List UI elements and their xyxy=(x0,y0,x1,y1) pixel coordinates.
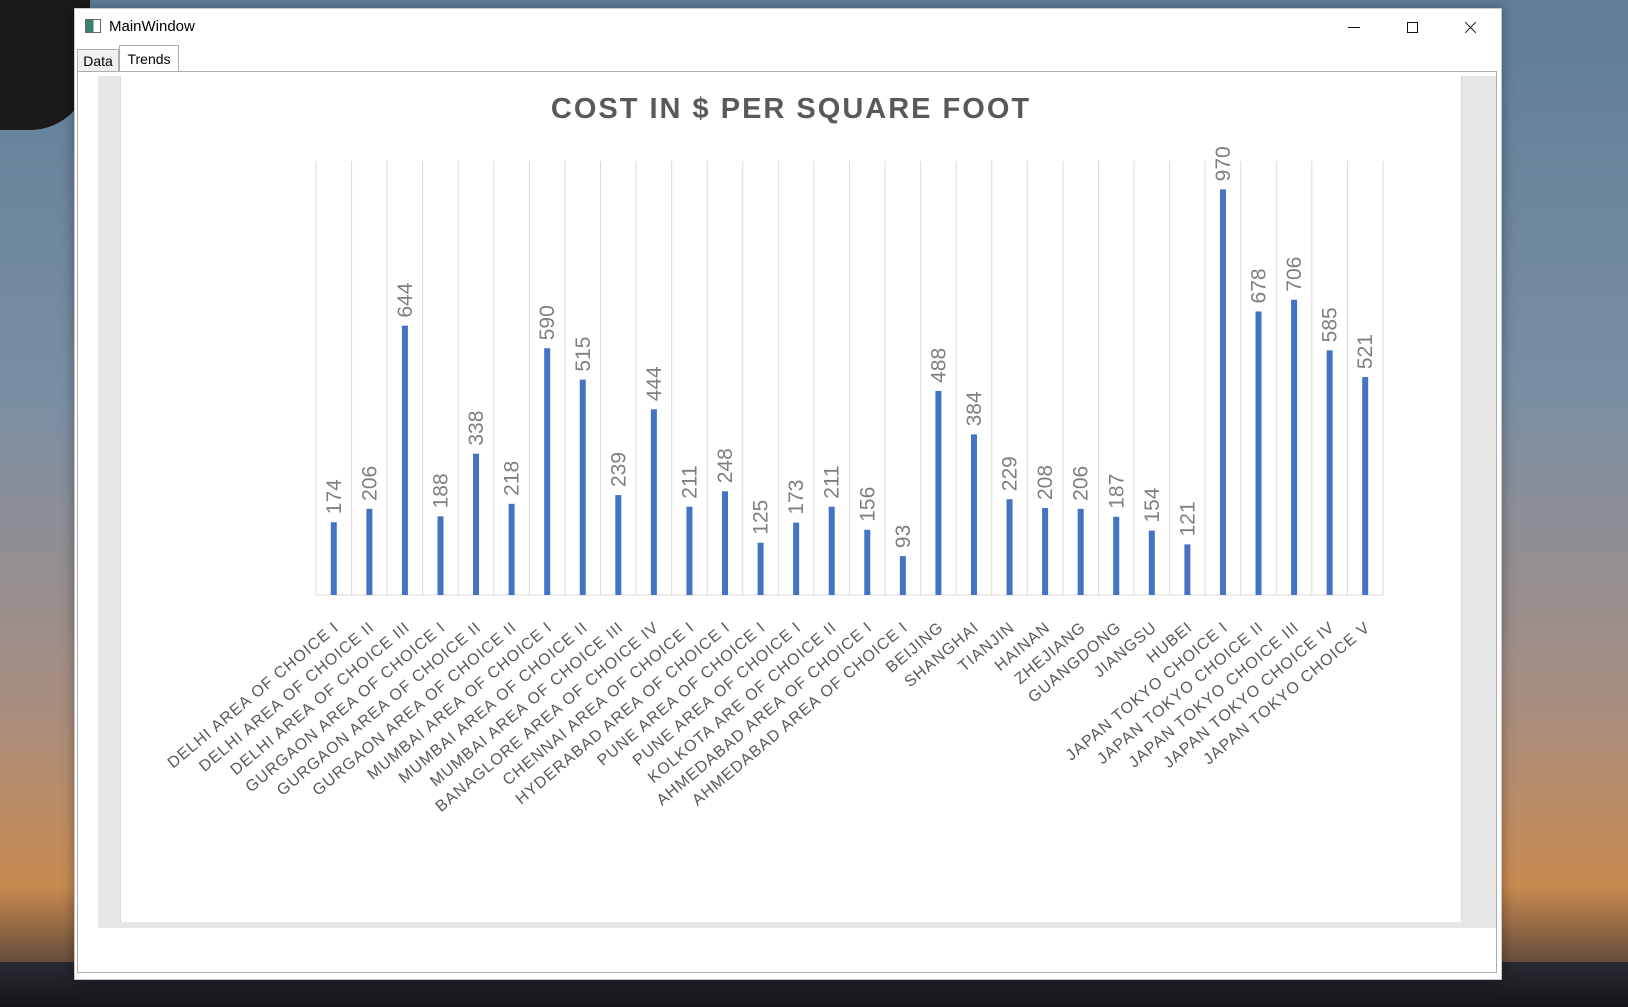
bar xyxy=(722,491,729,595)
bar xyxy=(686,506,693,595)
maximize-icon xyxy=(1406,21,1418,33)
data-label: 156 xyxy=(856,487,879,522)
data-label: 444 xyxy=(643,366,666,401)
chart-area: COST IN $ PER SQUARE FOOT 174 206 644 188 33… xyxy=(120,76,1462,922)
data-label: 206 xyxy=(358,466,381,501)
data-label: 125 xyxy=(750,500,773,535)
close-icon xyxy=(1463,20,1477,34)
bar xyxy=(1077,508,1084,595)
data-label: 154 xyxy=(1141,487,1164,522)
main-window: MainWindow Data Trends COST IN $ PER SQU… xyxy=(74,8,1502,980)
bar xyxy=(1219,189,1226,595)
data-labels: 174 206 644 188 338 218 590 515 239 444 211 248 125 1… xyxy=(323,146,1377,548)
bar xyxy=(473,453,480,595)
app-window-icon xyxy=(85,19,101,33)
bar xyxy=(864,529,871,595)
data-label: 384 xyxy=(963,391,986,426)
bar xyxy=(579,379,586,595)
data-label: 174 xyxy=(323,479,346,514)
data-label: 590 xyxy=(536,305,559,340)
bar xyxy=(1042,508,1049,595)
bar xyxy=(793,522,800,595)
data-label: 515 xyxy=(572,337,595,372)
bar xyxy=(1148,530,1155,595)
bar xyxy=(1113,516,1120,595)
data-label: 187 xyxy=(1105,474,1128,509)
data-label: 678 xyxy=(1248,268,1271,303)
data-label: 121 xyxy=(1176,501,1199,536)
data-label: 239 xyxy=(607,452,630,487)
bar xyxy=(330,522,337,595)
bar xyxy=(615,495,622,595)
data-label: 585 xyxy=(1319,307,1342,342)
bar xyxy=(1291,299,1298,595)
trends-tab-panel: COST IN $ PER SQUARE FOOT 174 206 644 188 33… xyxy=(77,71,1497,973)
data-label: 188 xyxy=(429,473,452,508)
data-label: 706 xyxy=(1283,257,1306,292)
bar xyxy=(437,516,444,595)
data-label: 211 xyxy=(821,465,844,498)
minimize-button[interactable] xyxy=(1325,9,1383,45)
data-label: 173 xyxy=(785,480,808,515)
chart-title: COST IN $ PER SQUARE FOOT xyxy=(551,93,1031,125)
bar xyxy=(1362,377,1369,595)
bar xyxy=(970,434,977,595)
tab-trends[interactable]: Trends xyxy=(119,45,179,71)
bar xyxy=(1006,499,1013,595)
chart-frame: COST IN $ PER SQUARE FOOT 174 206 644 188 33… xyxy=(98,76,1496,928)
close-button[interactable] xyxy=(1441,9,1499,45)
minimize-icon xyxy=(1348,26,1360,28)
bars xyxy=(330,189,1369,595)
data-label: 521 xyxy=(1354,334,1377,369)
data-label: 970 xyxy=(1212,146,1235,181)
data-label: 488 xyxy=(927,348,950,383)
bar xyxy=(650,409,657,595)
bar xyxy=(401,325,408,595)
title-bar[interactable]: MainWindow xyxy=(75,9,1501,45)
data-label: 93 xyxy=(892,525,915,548)
bar xyxy=(508,503,515,595)
bar xyxy=(1255,311,1262,595)
bar xyxy=(1184,544,1191,595)
bar xyxy=(828,506,835,595)
tab-data[interactable]: Data xyxy=(77,49,119,72)
data-label: 229 xyxy=(999,456,1022,491)
data-label: 248 xyxy=(714,448,737,483)
data-label: 208 xyxy=(1034,465,1057,500)
bar xyxy=(544,348,551,595)
data-label: 218 xyxy=(501,461,524,496)
cost-bar-chart: COST IN $ PER SQUARE FOOT 174 206 644 188 33… xyxy=(165,93,1384,816)
data-label: 644 xyxy=(394,282,417,317)
grid-lines xyxy=(315,161,1384,596)
bar xyxy=(899,556,906,595)
window-title: MainWindow xyxy=(109,18,195,35)
data-label: 206 xyxy=(1070,466,1093,501)
bar xyxy=(1326,350,1333,595)
data-label: 338 xyxy=(465,411,488,446)
data-label: 211 xyxy=(678,465,701,498)
bar xyxy=(935,390,942,595)
bar xyxy=(366,508,373,595)
bar xyxy=(757,542,764,595)
maximize-button[interactable] xyxy=(1383,9,1441,45)
